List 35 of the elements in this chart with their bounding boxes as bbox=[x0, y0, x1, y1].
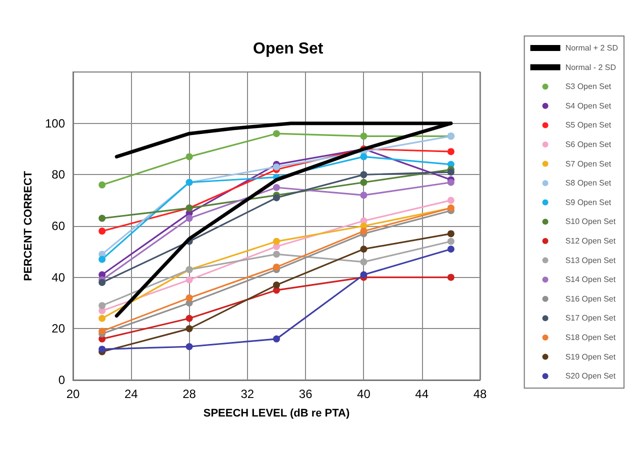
x-tick-label: 36 bbox=[298, 387, 313, 401]
legend-label: S4 Open Set bbox=[565, 101, 612, 110]
legend-label: S14 Open Set bbox=[565, 275, 616, 284]
legend-label: S20 Open Set bbox=[565, 372, 616, 381]
x-tick-label: 20 bbox=[66, 387, 80, 401]
legend-label: S5 Open Set bbox=[565, 120, 612, 130]
legend-label: S16 Open Set bbox=[565, 294, 616, 304]
x-tick-label: 44 bbox=[415, 387, 429, 401]
legend-label: S7 Open Set bbox=[565, 159, 612, 168]
legend-label: S17 Open Set bbox=[565, 314, 616, 323]
legend-label: S19 Open Set bbox=[565, 352, 616, 362]
legend-label: S9 Open Set bbox=[565, 198, 612, 207]
y-tick-label: 60 bbox=[52, 219, 66, 233]
x-axis-title: SPEECH LEVEL (dB re PTA) bbox=[203, 408, 350, 420]
y-tick-label: 100 bbox=[44, 116, 66, 130]
y-tick-label: 0 bbox=[58, 373, 66, 387]
chart-title: Open Set bbox=[253, 40, 324, 58]
y-tick-label: 80 bbox=[52, 168, 66, 182]
legend-label: S8 Open Set bbox=[565, 178, 612, 188]
legend-label: S13 Open Set bbox=[565, 256, 616, 265]
legend-label: S18 Open Set bbox=[565, 333, 616, 342]
y-axis-title: PERCENT CORRECT bbox=[22, 170, 35, 282]
x-tick-label: 28 bbox=[182, 387, 196, 401]
legend-label: S3 Open Set bbox=[565, 82, 612, 92]
y-tick-label: 40 bbox=[52, 270, 66, 284]
x-tick-label: 48 bbox=[473, 387, 487, 401]
x-tick-label: 40 bbox=[357, 387, 371, 401]
y-tick-label: 20 bbox=[52, 322, 66, 336]
x-tick-label: 24 bbox=[124, 387, 138, 401]
legend-label: S6 Open Set bbox=[565, 140, 612, 149]
legend-label: S12 Open Set bbox=[565, 236, 616, 246]
legend-label: S10 Open Set bbox=[565, 217, 616, 226]
legend-label: Normal + 2 SD bbox=[565, 44, 618, 52]
x-tick-label: 32 bbox=[240, 387, 254, 401]
legend-label: Normal - 2 SD bbox=[565, 62, 616, 72]
